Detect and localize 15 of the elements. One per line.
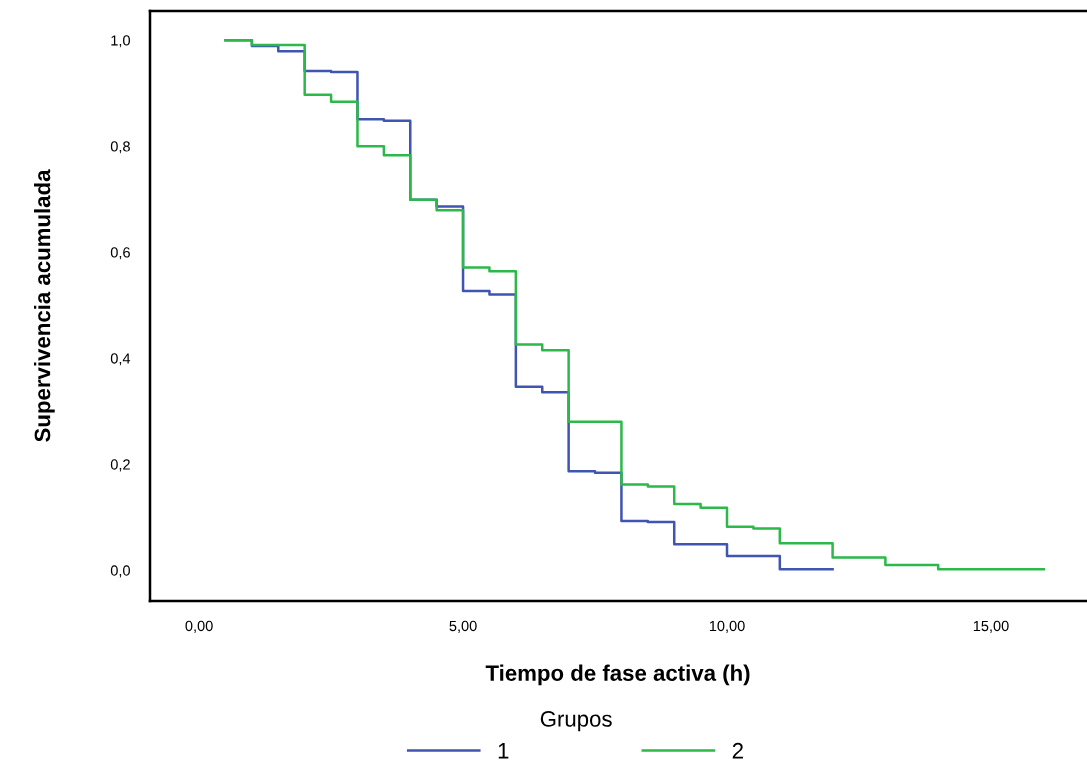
x-tick-label: 15,00 xyxy=(973,620,1009,633)
y-tick-label: 0,8 xyxy=(110,141,130,154)
y-tick-label: 0,2 xyxy=(110,459,130,472)
y-axis-title: Supervivencia acumulada xyxy=(34,169,55,442)
legend-label: 2 xyxy=(732,742,743,759)
y-tick-label: 0,6 xyxy=(110,247,130,260)
y-tick-label: 0,4 xyxy=(110,353,131,366)
x-tick-label: 0,00 xyxy=(185,620,213,633)
y-tick-label: 0,0 xyxy=(110,565,130,578)
y-tick-label: 1,0 xyxy=(111,35,130,48)
x-tick-label: 10,00 xyxy=(709,620,745,633)
x-axis-title: Tiempo de fase activa (h) xyxy=(485,664,750,686)
legend-label: 1 xyxy=(498,743,509,759)
legend-title: Grupos xyxy=(540,711,612,732)
x-tick-label: 5,00 xyxy=(449,620,477,633)
